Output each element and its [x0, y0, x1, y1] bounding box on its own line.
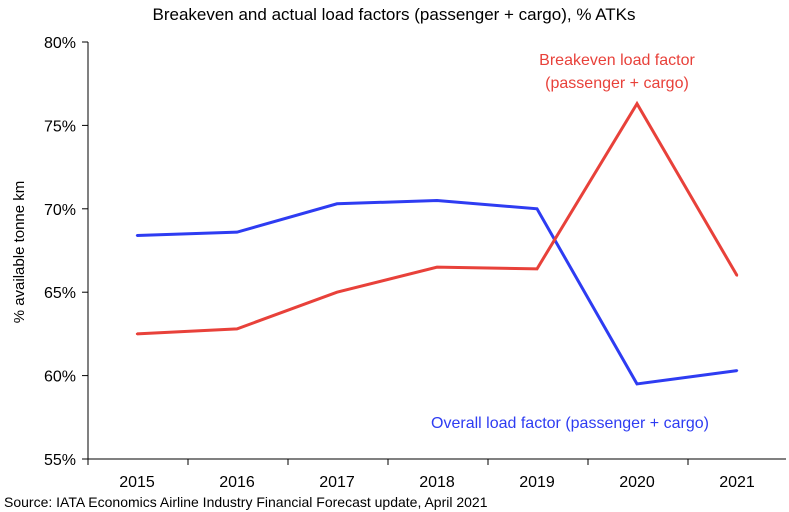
y-ticks: 55% 60% 65% 70% 75% 80%	[44, 35, 88, 469]
y-tick-label: 60%	[44, 369, 76, 386]
x-tick-label: 2021	[719, 474, 755, 491]
breakeven-data-point	[435, 265, 439, 269]
y-tick-label: 75%	[44, 118, 76, 135]
breakeven-series-label-line1: Breakeven load factor	[539, 52, 695, 69]
x-tick-label: 2015	[119, 474, 155, 491]
overall-data-point	[335, 202, 339, 205]
overall-data-point	[535, 207, 539, 210]
overall-load-factor-line	[136, 198, 738, 386]
overall-data-point	[435, 199, 439, 202]
breakeven-data-point	[235, 327, 239, 331]
overall-data-point	[735, 369, 739, 372]
overall-data-point	[235, 230, 239, 234]
breakeven-data-point	[735, 274, 739, 277]
breakeven-data-point	[335, 291, 339, 294]
y-tick-label: 80%	[44, 35, 76, 52]
x-ticks: 2015 2016 2017 2018 2019 2020 2021	[87, 459, 755, 491]
overall-data-point	[135, 234, 139, 237]
y-tick-label: 55%	[44, 452, 76, 469]
y-tick-label: 65%	[44, 285, 76, 302]
breakeven-series-label-line2: (passenger + cargo)	[545, 75, 689, 92]
series-lines	[135, 100, 739, 386]
x-tick-label: 2019	[519, 474, 555, 491]
x-tick-label: 2016	[219, 474, 255, 491]
breakeven-load-factor-line	[136, 100, 739, 336]
y-tick-label: 70%	[44, 202, 76, 219]
x-tick-label: 2017	[319, 474, 355, 491]
chart-title: Breakeven and actual load factors (passe…	[152, 5, 635, 24]
breakeven-data-point	[635, 102, 639, 105]
breakeven-data-point	[135, 332, 139, 336]
overall-series-label: Overall load factor (passenger + cargo)	[431, 415, 709, 432]
x-tick-label: 2018	[419, 474, 455, 491]
breakeven-data-point	[535, 267, 539, 271]
source-note: Source: IATA Economics Airline Industry …	[4, 494, 488, 510]
y-axis-label: % available tonne km	[11, 181, 28, 324]
overall-data-point	[635, 382, 639, 386]
x-tick-label: 2020	[619, 474, 655, 491]
